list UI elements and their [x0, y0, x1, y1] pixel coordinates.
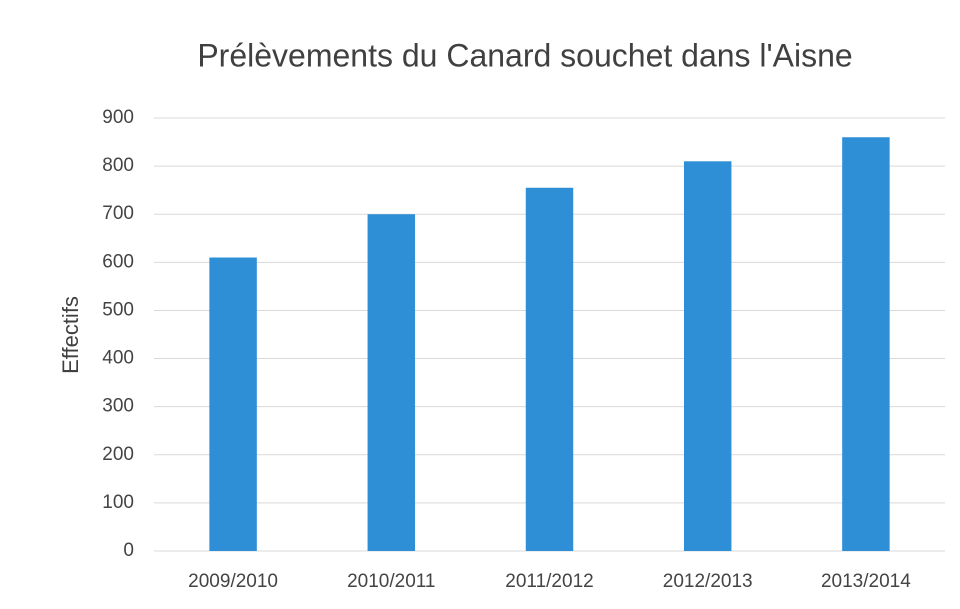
y-tick-label: 800: [102, 155, 134, 176]
y-tick-label: 600: [102, 251, 134, 272]
bar: [209, 257, 257, 551]
x-tick-label: 2011/2012: [505, 571, 593, 592]
bar: [525, 187, 574, 551]
chart-title: Prélèvements du Canard souchet dans l'Ai…: [197, 37, 852, 73]
y-tick-label: 900: [102, 107, 134, 128]
bar: [367, 214, 416, 551]
y-tick-label: 0: [123, 540, 134, 561]
y-tick-label: 500: [102, 299, 134, 320]
x-tick-label: 2010/2011: [347, 571, 435, 592]
y-axis-label: Effectifs: [58, 296, 83, 374]
x-tick-label: 2012/2013: [663, 571, 753, 592]
y-tick-label: 300: [102, 396, 134, 417]
y-tick-label: 700: [102, 203, 134, 224]
x-tick-label: 2009/2010: [188, 571, 278, 592]
bar: [683, 161, 732, 552]
bar: [842, 137, 890, 551]
y-tick-label: 200: [102, 444, 134, 465]
y-tick-label: 400: [102, 348, 134, 369]
y-tick-label: 100: [102, 492, 134, 513]
x-tick-label: 2013/2014: [821, 571, 911, 592]
